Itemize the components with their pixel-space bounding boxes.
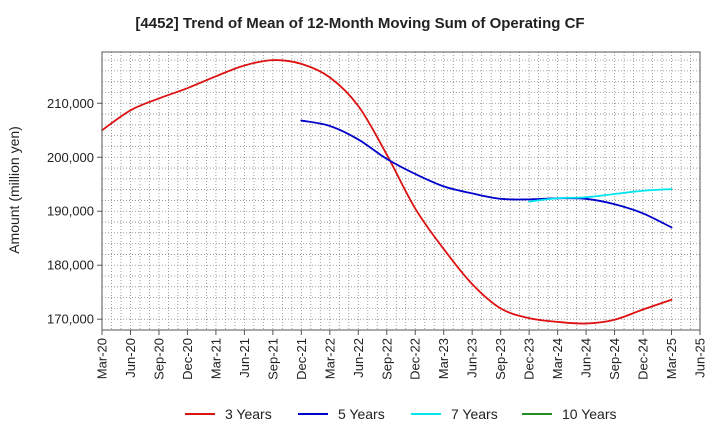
x-tick-label: Mar-21: [208, 338, 223, 379]
legend-label-10-years: 10 Years: [562, 406, 617, 422]
x-tick-label: Mar-20: [95, 338, 110, 379]
series-line-7-years: [528, 188, 673, 203]
x-tick-label: Jun-23: [465, 338, 480, 378]
axis-layer: 170,000 180,000 190,000 200,000 210,000 Mar-2…: [47, 51, 708, 380]
x-tick-label: Dec-22: [408, 338, 423, 380]
chart-title: [4452] Trend of Mean of 12-Month Moving …: [135, 15, 584, 32]
y-tick-label: 180,000: [47, 258, 94, 273]
legend-label-7-years: 7 Years: [451, 406, 498, 422]
x-tick-label: Mar-24: [550, 338, 565, 379]
x-tick-label: Jun-22: [351, 338, 366, 378]
x-tick-label: Dec-21: [294, 338, 309, 380]
x-tick-label: Dec-24: [636, 338, 651, 380]
x-tick-label: Jun-25: [693, 338, 708, 378]
x-tick-label: Dec-23: [522, 338, 537, 380]
x-tick-label: Sep-21: [265, 338, 280, 380]
legend-label-3-years: 3 Years: [225, 406, 272, 422]
plot-frame: [101, 51, 701, 331]
series-line-3-years: [101, 59, 673, 325]
y-tick-label: 170,000: [47, 312, 94, 327]
x-tick-label: Mar-25: [664, 338, 679, 379]
x-tick-label: Jun-21: [237, 338, 252, 378]
x-tick-label: Sep-24: [607, 338, 622, 380]
x-tick-label: Sep-23: [493, 338, 508, 380]
x-tick-label: Mar-23: [436, 338, 451, 379]
x-tick-label: Dec-20: [180, 338, 195, 380]
grid-layer: [102, 52, 700, 330]
legend: 3 Years 5 Years 7 Years 10 Years: [185, 406, 617, 422]
x-tick-label: Jun-24: [579, 338, 594, 378]
series-layer: [101, 59, 673, 325]
y-axis-label: Amount (million yen): [6, 126, 22, 254]
series-line-5-years: [300, 119, 673, 229]
plot-area: [102, 52, 700, 330]
y-tick-label: 210,000: [47, 96, 94, 111]
x-tick-label: Sep-20: [151, 338, 166, 380]
legend-label-5-years: 5 Years: [338, 406, 385, 422]
y-tick-label: 200,000: [47, 150, 94, 165]
y-tick-label: 190,000: [47, 204, 94, 219]
x-tick-label: Jun-20: [123, 338, 138, 378]
x-tick-label: Mar-22: [322, 338, 337, 379]
x-tick-label: Sep-22: [379, 338, 394, 380]
